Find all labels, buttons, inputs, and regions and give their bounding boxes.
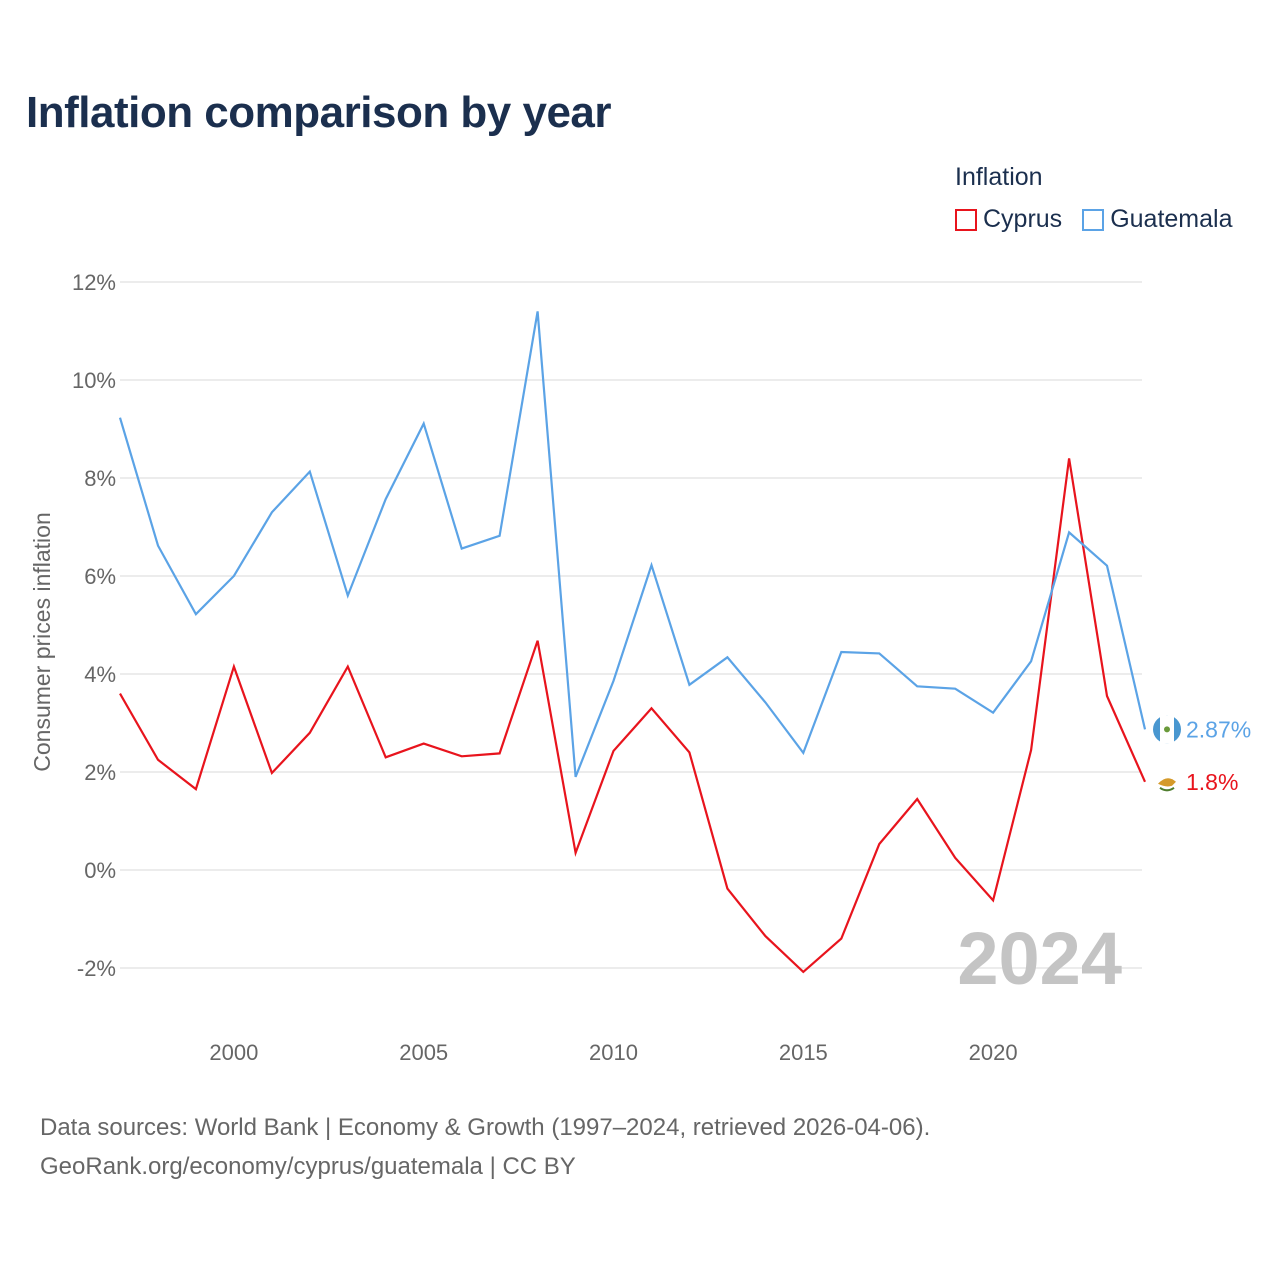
- y-tick-label: 4%: [84, 662, 116, 687]
- chart-title: Inflation comparison by year: [26, 88, 612, 137]
- end-label-cyprus: 1.8%: [1186, 769, 1238, 795]
- series-line-cyprus: [119, 458, 1147, 974]
- legend-label-guatemala: Guatemala: [1110, 205, 1233, 233]
- y-tick-label: -2%: [77, 956, 116, 981]
- x-tick-label: 2000: [209, 1040, 258, 1065]
- flag-cyprus-branches: [1159, 786, 1175, 792]
- x-axis-ticks: 2000 2005 2010 2015 2020: [209, 1040, 1017, 1065]
- flag-cyprus-icon: [1158, 778, 1176, 787]
- grid-lines: [120, 281, 1142, 969]
- year-watermark: 2024: [957, 917, 1122, 1000]
- legend-swatch-cyprus: [955, 208, 977, 231]
- x-tick-label: 2015: [779, 1040, 828, 1065]
- series-lines: [118, 311, 1147, 974]
- x-tick-label: 2005: [399, 1040, 448, 1065]
- legend-title: Inflation: [955, 163, 1043, 191]
- y-axis-label: Consumer prices inflation: [29, 512, 55, 772]
- legend-item-guatemala[interactable]: Guatemala: [1082, 205, 1232, 234]
- y-tick-label: 10%: [72, 368, 116, 393]
- footer: Data sources: World Bank | Economy & Gro…: [40, 1108, 930, 1186]
- legend: Cyprus Guatemala: [955, 205, 1232, 234]
- legend-swatch-guatemala: [1082, 208, 1105, 231]
- x-tick-label: 2020: [969, 1040, 1018, 1065]
- y-tick-label: 0%: [84, 858, 116, 883]
- y-axis-ticks: -2% 0% 2% 4% 6% 8% 10% 12%: [72, 270, 116, 981]
- x-tick-label: 2010: [589, 1040, 638, 1065]
- flag-marker-cyprus: [1158, 778, 1176, 792]
- y-tick-label: 2%: [84, 760, 116, 785]
- footer-link[interactable]: GeoRank.org/economy/cyprus/guatemala | C…: [40, 1153, 576, 1180]
- series-line-guatemala: [118, 311, 1147, 778]
- flag-guatemala-emblem: [1164, 726, 1170, 733]
- y-tick-label: 12%: [72, 270, 116, 295]
- y-tick-label: 8%: [84, 466, 116, 491]
- legend-label-cyprus: Cyprus: [983, 205, 1063, 233]
- flag-marker-guatemala: [1153, 715, 1181, 744]
- end-markers: 1.8% 2.87%: [1153, 715, 1251, 795]
- footer-sources: Data sources: World Bank | Economy & Gro…: [40, 1114, 931, 1141]
- end-label-guatemala: 2.87%: [1186, 716, 1251, 742]
- legend-item-cyprus[interactable]: Cyprus: [955, 205, 1062, 234]
- y-tick-label: 6%: [84, 564, 116, 589]
